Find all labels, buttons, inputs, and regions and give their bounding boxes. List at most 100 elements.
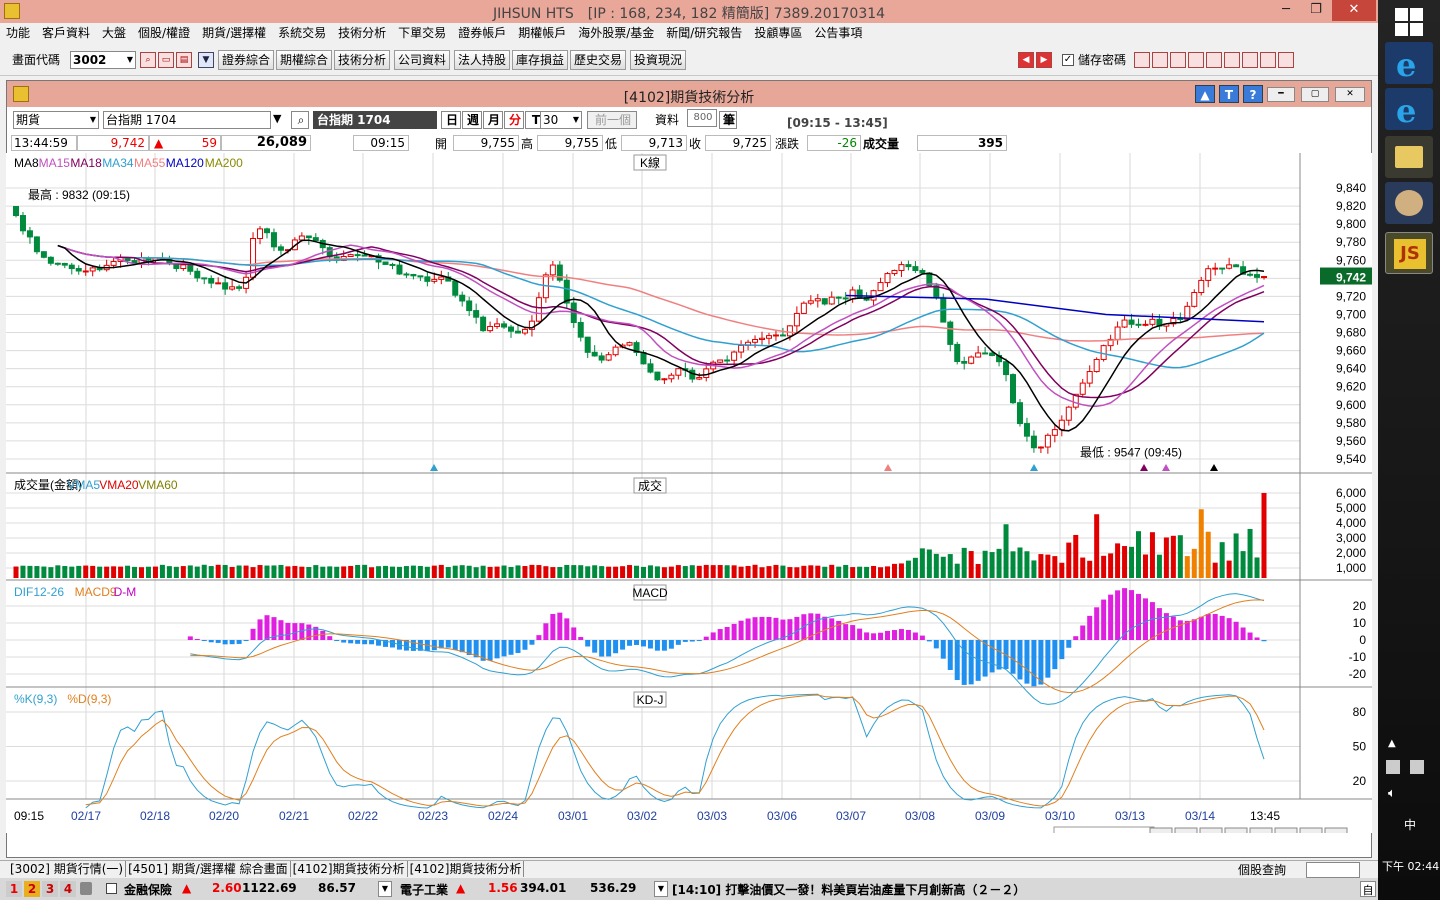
product-select[interactable]: 期貨 ▼ xyxy=(13,111,99,129)
find-icon[interactable]: ⌕ xyxy=(291,111,309,129)
ticker-page-0[interactable]: 1 xyxy=(6,881,22,897)
data-count-input[interactable]: 800 xyxy=(687,109,717,127)
menu-item-2[interactable]: 大盤 xyxy=(102,26,127,40)
menu-item-12[interactable]: 投顧專區 xyxy=(754,26,803,40)
search-icon[interactable]: ⌕ xyxy=(140,52,156,68)
pen-icon[interactable] xyxy=(1134,52,1150,68)
up-icon[interactable]: ▲ xyxy=(1195,85,1215,103)
maximize-button[interactable]: ❐ xyxy=(1310,2,1322,17)
menu-item-1[interactable]: 客戶資料 xyxy=(42,26,91,40)
ticker-dropdown2-icon[interactable]: ▼ xyxy=(654,881,668,897)
period-button-0[interactable]: 日 xyxy=(441,111,461,129)
menu-item-9[interactable]: 期權帳戶 xyxy=(518,26,567,40)
grid-icon[interactable] xyxy=(1170,52,1186,68)
ticker-news[interactable]: [14:10] 打擊油價又一發！料美頁岩油產量下月創新高（２－２） xyxy=(672,883,1026,897)
inner-restore-button[interactable]: ▢ xyxy=(1301,87,1329,102)
gear-icon[interactable] xyxy=(1324,827,1348,833)
menu-item-8[interactable]: 證券帳戶 xyxy=(458,26,507,40)
notification-chevron-icon[interactable]: ▲ xyxy=(1388,738,1396,749)
period-button-2[interactable]: 月 xyxy=(483,111,503,129)
text-icon[interactable] xyxy=(1206,52,1222,68)
windows-start-icon[interactable] xyxy=(1395,8,1423,36)
chart-area[interactable]: 9,8409,8209,8009,7809,7609,7409,7209,700… xyxy=(6,153,1372,833)
interval-select[interactable]: 30 ▼ xyxy=(540,111,582,129)
save-password-checkbox[interactable]: ✓ xyxy=(1062,54,1074,66)
menu-item-11[interactable]: 新聞/研究報告 xyxy=(666,26,743,40)
ticker-checkbox[interactable] xyxy=(106,883,117,894)
stock-query-input[interactable] xyxy=(1306,862,1360,878)
ruler-icon[interactable] xyxy=(1152,52,1168,68)
inner-close-button[interactable]: ✕ xyxy=(1335,87,1365,102)
bottom-tab-1[interactable]: [4501] 期貨/選擇權 綜合畫面 xyxy=(126,861,291,877)
macd-bar xyxy=(466,640,472,655)
inner-minimize-button[interactable]: ━ xyxy=(1267,87,1295,102)
calc-icon[interactable] xyxy=(1274,827,1298,833)
period-button-1[interactable]: 週 xyxy=(462,111,482,129)
left-icon[interactable] xyxy=(1199,827,1223,833)
dropdown-icon[interactable]: ▼ xyxy=(198,52,214,68)
low-label: 最低 : 9547 (09:45) xyxy=(1080,446,1182,460)
ticker-dropdown1-icon[interactable]: ▼ xyxy=(378,881,392,897)
toolbar-button-2[interactable]: 技術分析 xyxy=(334,50,391,70)
line-icon[interactable] xyxy=(1224,52,1240,68)
data-unit-button[interactable]: 筆 xyxy=(719,111,737,129)
help-icon[interactable]: ? xyxy=(1243,85,1263,103)
jihsun-app-icon[interactable]: JS xyxy=(1385,232,1433,274)
bottom-tab-0[interactable]: [3002] 期貨行情(一) xyxy=(8,861,127,877)
volume-icon[interactable]: 🔈︎ xyxy=(1388,786,1396,801)
scissor-icon[interactable] xyxy=(1260,52,1276,68)
contract-select[interactable]: 台指期 1704 xyxy=(103,111,271,129)
close-button[interactable]: ✕ xyxy=(1332,0,1376,21)
toolbar-button-5[interactable]: 庫存損益 xyxy=(512,50,569,70)
ticker-page-1[interactable]: 2 xyxy=(24,881,40,897)
menu-item-6[interactable]: 技術分析 xyxy=(338,26,387,40)
toolbar-button-1[interactable]: 期權綜合 xyxy=(276,50,333,70)
menu-item-10[interactable]: 海外股票/基金 xyxy=(578,26,655,40)
minimize-button[interactable]: ─ xyxy=(1282,2,1290,17)
candle-body xyxy=(842,297,849,300)
paint-icon[interactable] xyxy=(1385,182,1433,224)
menu-item-7[interactable]: 下單交易 xyxy=(398,26,447,40)
ticker-page-2[interactable]: 3 xyxy=(42,881,58,897)
view-input[interactable] xyxy=(1053,826,1155,833)
prev-button[interactable]: 前一個 xyxy=(587,111,637,129)
menu-item-13[interactable]: 公告事項 xyxy=(814,26,863,40)
code-input[interactable]: 3002 ▼ xyxy=(70,51,136,69)
tool-icon[interactable] xyxy=(1242,52,1258,68)
edit-icon[interactable] xyxy=(1299,827,1323,833)
text-icon[interactable]: T xyxy=(1219,85,1239,103)
table-icon[interactable] xyxy=(1249,827,1273,833)
right-icon[interactable] xyxy=(1224,827,1248,833)
action-center-icon[interactable] xyxy=(1410,760,1424,774)
bottom-tab-2[interactable]: [4102]期貨技術分析 xyxy=(291,861,408,877)
ie-icon-2[interactable]: e xyxy=(1385,88,1433,130)
arrow-right-icon[interactable]: ▶ xyxy=(1036,52,1052,68)
volume-bar xyxy=(1129,546,1135,578)
toolbar-button-4[interactable]: 法人持股 xyxy=(454,50,511,70)
toolbar-button-7[interactable]: 投資現況 xyxy=(630,50,687,70)
menu-item-3[interactable]: 個股/權證 xyxy=(138,26,191,40)
window-icon[interactable]: ▭ xyxy=(158,52,174,68)
network-icon[interactable] xyxy=(1386,760,1400,774)
menu-item-4[interactable]: 期貨/選擇權 xyxy=(202,26,267,40)
file-explorer-icon[interactable] xyxy=(1385,136,1433,178)
zoom-out-icon[interactable] xyxy=(1174,827,1198,833)
menu-item-5[interactable]: 系統交易 xyxy=(278,26,327,40)
zoom-in-icon[interactable] xyxy=(1149,827,1173,833)
ticker-item1-val: 1122.69 xyxy=(242,881,297,895)
bottom-tab-3[interactable]: [4102]期貨技術分析 xyxy=(408,861,525,877)
ticker-page-3[interactable]: 4 xyxy=(60,881,76,897)
chart-icon[interactable] xyxy=(1188,52,1204,68)
lock-icon[interactable] xyxy=(80,882,92,895)
toolbar-button-3[interactable]: 公司資料 xyxy=(394,50,451,70)
menu-item-0[interactable]: 功能 xyxy=(6,26,31,40)
doc-icon[interactable] xyxy=(1278,52,1294,68)
toolbar-button-0[interactable]: 證券綜合 xyxy=(218,50,275,70)
ime-indicator[interactable]: 中 xyxy=(1404,818,1417,832)
contract-dropdown-icon[interactable]: ▼ xyxy=(273,112,282,125)
arrow-left-icon[interactable]: ◀ xyxy=(1018,52,1034,68)
period-button-3[interactable]: 分 xyxy=(504,111,524,129)
print-icon[interactable]: ▤ xyxy=(176,52,192,68)
toolbar-button-6[interactable]: 歷史交易 xyxy=(570,50,627,70)
ie-icon[interactable]: e xyxy=(1385,42,1433,84)
